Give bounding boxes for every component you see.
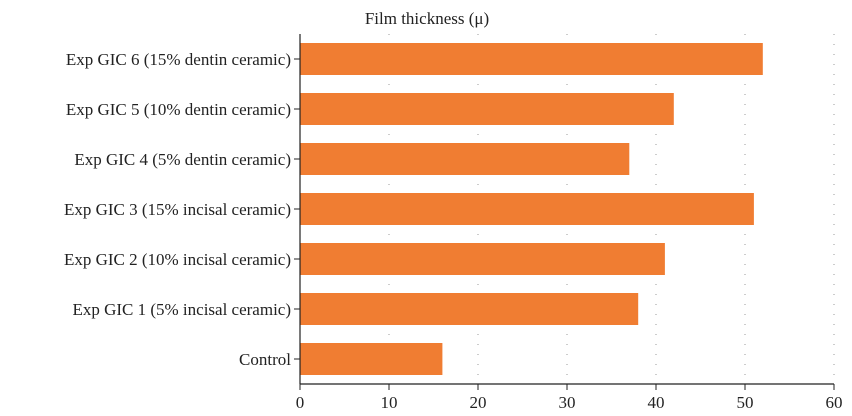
x-tick-label: 40 [648, 393, 665, 412]
bar [300, 43, 763, 75]
category-label: Exp GIC 5 (10% dentin ceramic) [66, 100, 291, 119]
category-label: Exp GIC 3 (15% incisal ceramic) [64, 200, 291, 219]
bars [300, 43, 763, 375]
x-tick-label: 60 [826, 393, 843, 412]
bar [300, 243, 665, 275]
x-tick-label: 50 [737, 393, 754, 412]
bar [300, 93, 674, 125]
category-label: Exp GIC 2 (10% incisal ceramic) [64, 250, 291, 269]
category-label: Exp GIC 4 (5% dentin ceramic) [74, 150, 291, 169]
x-tick-label: 0 [296, 393, 305, 412]
chart-title: Film thickness (μ) [365, 9, 489, 28]
x-tick-label: 20 [470, 393, 487, 412]
labels: 0 10 20 30 40 50 60 Exp GIC 6 (15% dentin ceram… [64, 50, 843, 412]
x-tick-label: 30 [559, 393, 576, 412]
bar [300, 193, 754, 225]
bar [300, 143, 630, 175]
axes [294, 34, 835, 390]
bar [300, 293, 639, 325]
category-label: Exp GIC 1 (5% incisal ceramic) [72, 300, 291, 319]
bar [300, 343, 443, 375]
category-label: Control [239, 350, 291, 369]
x-tick-label: 10 [381, 393, 398, 412]
category-label: Exp GIC 6 (15% dentin ceramic) [66, 50, 291, 69]
